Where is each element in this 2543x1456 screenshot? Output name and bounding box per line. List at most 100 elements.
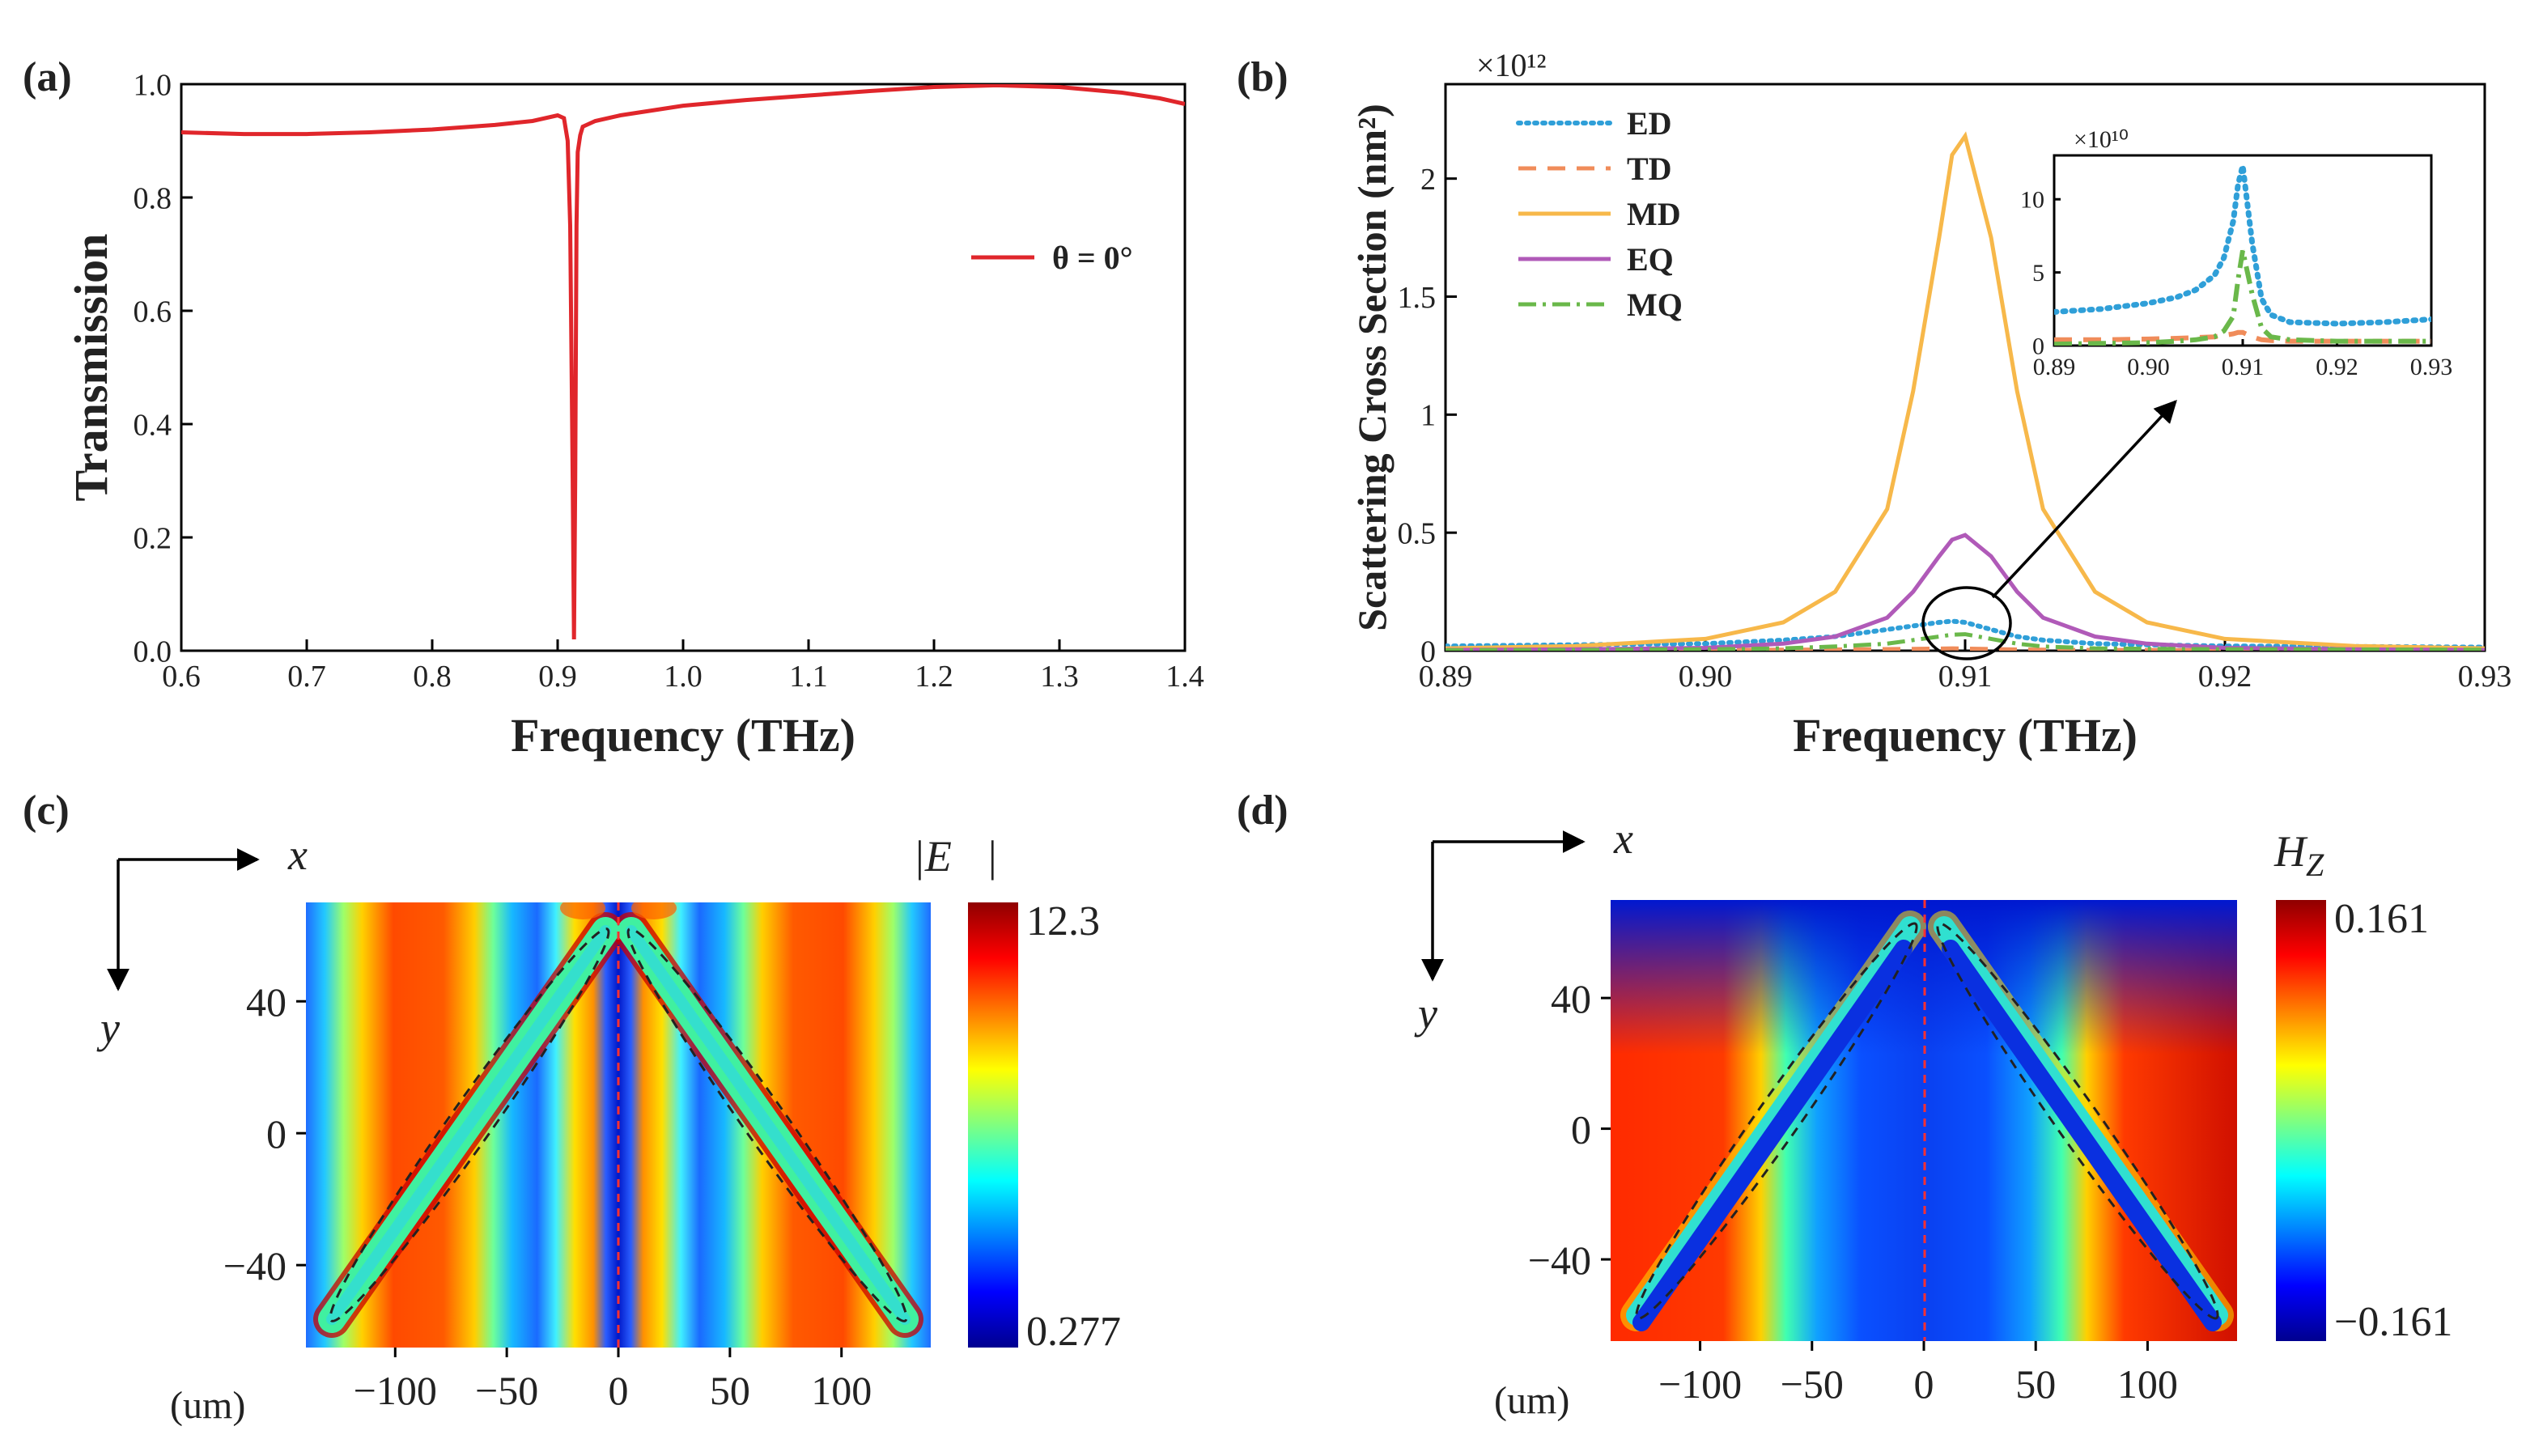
- panel-c: (c) x y −100 −50 0 50 100 40 0 −40 (um) 12.3 0…: [23, 787, 1121, 1427]
- legend-mq-label: MQ: [1627, 287, 1683, 323]
- colorbar-Hz-title: HZ: [2273, 827, 2324, 883]
- panel-b-y-label: Scattering Cross Section (nm²): [1349, 104, 1395, 631]
- panel-d-x-tick-label: 50: [2015, 1361, 2056, 1407]
- legend-ed-label: ED: [1627, 105, 1672, 142]
- y-axis-symbol-d: y: [1414, 989, 1437, 1038]
- panel-a-x-tick-label: 0.7: [287, 660, 326, 694]
- panel-d-x-tick-label: 100: [2117, 1361, 2178, 1407]
- series-theta-0-line: [181, 84, 1185, 640]
- series-mq-line: [1446, 632, 2485, 651]
- colorbar-E-title: |E⃗|: [913, 832, 998, 881]
- panel-b-multiplier: ×10¹²: [1476, 47, 1547, 83]
- colorbar-Hz: [2276, 900, 2326, 1341]
- inset-series: [2054, 164, 2431, 346]
- panel-a-x-tick-label: 1.0: [664, 660, 703, 694]
- panel-d-x-tick-label: −100: [1658, 1361, 1742, 1407]
- inset-x-tick-label: 0.92: [2316, 354, 2358, 380]
- panel-b-x-tick-label: 0.90: [1679, 660, 1733, 694]
- series-md-line: [1446, 131, 2485, 651]
- inset-series-ed-line: [2054, 164, 2431, 327]
- panel-b-series: [1446, 131, 2485, 651]
- panel-a-y-tick-label: 1.0: [134, 68, 172, 102]
- panel-b-y-tick-label: 0.5: [1398, 516, 1437, 550]
- panel-d-x-tick-label: 0: [1914, 1361, 1934, 1407]
- colorbar-Hz-title-sub: Z: [2306, 847, 2324, 883]
- panel-c-y-tick-label: −40: [223, 1243, 287, 1288]
- highlight-circle: [1921, 586, 2012, 660]
- inset-multiplier: ×10¹⁰: [2074, 126, 2129, 153]
- panel-b-x-tick-label: 0.92: [2198, 660, 2252, 694]
- panel-a-frame: [180, 83, 1187, 652]
- panel-a-x-tick-label: 1.4: [1165, 660, 1204, 694]
- legend-md-label: MD: [1627, 196, 1681, 232]
- panel-a-y-tick-label: 0.8: [134, 181, 172, 215]
- legend-theta-0-label: θ = 0°: [1052, 240, 1133, 276]
- inset-y-ticks: 0 5 10: [2020, 187, 2061, 360]
- colorbar-Hz-max: 0.161: [2334, 896, 2429, 942]
- y-axis-symbol: y: [96, 1004, 120, 1052]
- panel-a-x-tick-label: 1.1: [789, 660, 828, 694]
- panel-b-y-ticks: 0 0.5 1 1.5 2: [1398, 163, 1457, 669]
- field-map-Hz: [1611, 900, 2237, 1341]
- panel-c-unit: (um): [170, 1384, 245, 1427]
- panel-d-x-tick-label: −50: [1781, 1361, 1844, 1407]
- panel-b-y-tick-label: 0: [1420, 635, 1436, 669]
- legend-td-label: TD: [1627, 151, 1672, 187]
- panel-b-x-tick-label: 0.91: [1938, 660, 1993, 694]
- inset-x-tick-label: 0.89: [2033, 354, 2076, 380]
- colorbar-E-min: 0.277: [1026, 1309, 1121, 1355]
- panel-c-label: (c): [23, 787, 70, 834]
- field-map-E: [306, 902, 931, 1348]
- panel-c-x-tick-label: 100: [811, 1368, 872, 1413]
- panel-b-x-tick-label: 0.89: [1419, 660, 1473, 694]
- inset-y-tick-label: 10: [2020, 187, 2044, 214]
- panel-b-label: (b): [1237, 54, 1288, 100]
- panel-a-x-label: Frequency (THz): [511, 709, 855, 762]
- panel-a-x-tick-label: 0.9: [538, 660, 577, 694]
- legend-eq-label: EQ: [1627, 241, 1674, 278]
- panel-c-y-tick-label: 40: [246, 979, 287, 1025]
- panel-c-x-tick-label: 0: [609, 1368, 629, 1413]
- inset-x-tick-label: 0.93: [2410, 354, 2453, 380]
- panel-d-label: (d): [1237, 787, 1288, 834]
- panel-d: (d) x y −100 −50 0 50 100 400−40 (um) 0.161 …: [1237, 787, 2452, 1422]
- panel-d-y-tick-label: 40: [1551, 976, 1591, 1021]
- inset-y-tick-label: 5: [2032, 260, 2044, 287]
- panel-a-y-tick-label: 0.4: [134, 408, 172, 442]
- panel-a-y-tick-label: 0.6: [134, 295, 172, 329]
- panel-b-x-tick-label: 0.93: [2458, 660, 2512, 694]
- panel-c-x-tick-label: 50: [710, 1368, 750, 1413]
- panel-a: (a) 0.6 0.7 0.8 0.9 1.0 1.1 1.2 1.3 1.4 0.0 0.2 0.…: [23, 54, 1204, 762]
- series-eq-line: [1446, 533, 2485, 651]
- panel-c-x-tick-label: −100: [354, 1368, 437, 1413]
- inset-arrow: [1991, 399, 2177, 599]
- colorbar-Hz-min: −0.161: [2334, 1299, 2452, 1345]
- panel-a-x-tick-label: 0.6: [162, 660, 201, 694]
- colorbar-Hz-title-main: H: [2273, 827, 2308, 876]
- panel-a-x-tick-label: 1.3: [1040, 660, 1079, 694]
- colorbar-E-max: 12.3: [1026, 898, 1100, 944]
- panel-c-x-tick-label: −50: [475, 1368, 538, 1413]
- panel-c-y-tick-label: 0: [266, 1111, 287, 1157]
- panel-d-y-ticks: 40 0 −40: [1528, 976, 1611, 1283]
- panel-b-y-tick-label: 2: [1420, 163, 1436, 197]
- colorbar-E: [968, 902, 1018, 1348]
- panel-b: (b) ×10¹² 0.89 0.90 0.91 0.92 0.93 0 0.5 1 1.5 2…: [1237, 47, 2511, 762]
- inset-x-ticks: 0.89 0.90 0.91 0.92 0.93: [2033, 339, 2453, 380]
- panel-a-x-tick-label: 1.2: [915, 660, 953, 694]
- inset-x-tick-label: 0.90: [2127, 354, 2170, 380]
- panel-d-x-ticks: −100 −50 0 50 100: [1658, 1341, 2178, 1407]
- x-axis-symbol: x: [287, 830, 308, 879]
- panel-a-y-label: Transmission: [65, 234, 117, 502]
- panel-a-x-tick-label: 0.8: [413, 660, 452, 694]
- inset-y-tick-label: 0: [2032, 333, 2044, 360]
- panel-a-y-tick-label: 0.2: [134, 521, 172, 555]
- inset-x-tick-label: 0.91: [2222, 354, 2265, 380]
- panel-a-y-tick-label: 0.0: [134, 635, 172, 669]
- panel-d-unit: (um): [1494, 1379, 1569, 1422]
- inset-series-td-line: [2054, 329, 2431, 344]
- panel-a-label: (a): [23, 54, 72, 100]
- inset-series-mq-line: [2054, 249, 2431, 346]
- panel-c-y-ticks: 40 0 −40: [223, 979, 306, 1288]
